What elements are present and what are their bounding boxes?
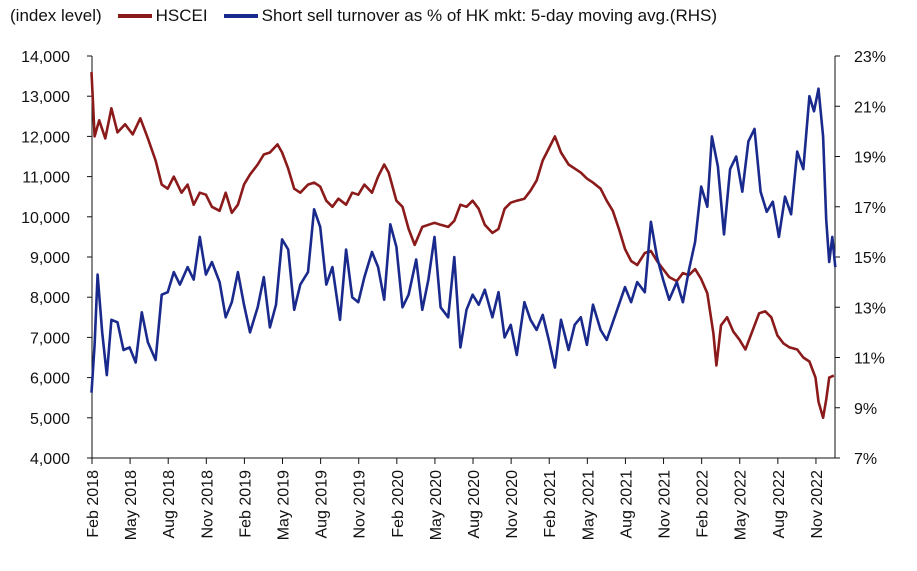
left-tick-label: 6,000 <box>30 371 70 388</box>
legend-item-short-sell: Short sell turnover as % of HK mkt: 5-da… <box>223 6 718 26</box>
x-tick-label: Feb 2020 <box>390 470 407 538</box>
x-tick-label: Feb 2018 <box>85 470 102 538</box>
x-tick-label: May 2019 <box>276 470 293 540</box>
x-tick-label: May 2022 <box>733 470 750 540</box>
chart-series <box>90 72 837 420</box>
left-axis-label-text: (index level) <box>10 6 102 25</box>
left-tick-label: 14,000 <box>21 49 70 66</box>
series-line-short-sell <box>90 87 837 393</box>
legend-swatch-short-sell <box>223 14 258 18</box>
x-tick-label: Nov 2019 <box>352 470 369 539</box>
legend-label-short-sell: Short sell turnover as % of HK mkt: 5-da… <box>261 6 718 25</box>
x-tick-label: Aug 2020 <box>466 470 483 539</box>
left-axis-label: (index level) <box>10 6 102 26</box>
left-tick-label: 11,000 <box>22 170 70 187</box>
right-tick-label: 11% <box>854 351 885 368</box>
x-tick-label: Aug 2021 <box>618 470 635 539</box>
left-tick-label: 5,000 <box>30 411 70 428</box>
left-tick-label: 7,000 <box>30 330 70 347</box>
right-tick-label: 7% <box>854 451 877 468</box>
chart-legend: (index level) HSCEI Short sell turnover … <box>10 4 733 28</box>
x-tick-label: May 2020 <box>428 470 445 540</box>
x-tick-label: Aug 2022 <box>771 470 788 539</box>
legend-swatch-hscei <box>117 14 152 18</box>
right-tick-label: 17% <box>854 200 886 217</box>
chart-axes: 4,000 5,000 6,000 7,000 8,000 9,000 10,000 11,0… <box>21 49 886 540</box>
right-tick-label: 9% <box>854 401 877 418</box>
x-tick-label: Nov 2018 <box>199 470 216 539</box>
left-tick-label: 4,000 <box>30 451 70 468</box>
x-tick-label: Nov 2022 <box>809 470 826 539</box>
right-tick-label: 21% <box>854 99 886 116</box>
x-tick-label: Aug 2019 <box>314 470 331 539</box>
legend-label-hscei: HSCEI <box>155 6 208 25</box>
left-tick-label: 12,000 <box>21 129 70 146</box>
left-tick-label: 9,000 <box>30 250 70 267</box>
x-tick-label: Nov 2020 <box>504 470 521 539</box>
x-tick-label: Aug 2018 <box>161 470 178 539</box>
right-tick-label: 19% <box>854 150 886 167</box>
right-tick-label: 15% <box>854 250 886 267</box>
left-tick-label: 8,000 <box>30 290 70 307</box>
left-tick-label: 10,000 <box>21 210 70 227</box>
right-tick-label: 13% <box>854 300 886 317</box>
left-tick-label: 13,000 <box>21 89 70 106</box>
x-tick-label: Feb 2019 <box>237 470 254 538</box>
x-tick-label: Nov 2021 <box>657 470 674 539</box>
x-tick-label: Feb 2021 <box>542 470 559 538</box>
right-tick-label: 23% <box>854 49 886 66</box>
series-line-hscei <box>90 72 835 420</box>
x-tick-label: Feb 2022 <box>695 470 712 538</box>
x-tick-label: May 2018 <box>123 470 140 540</box>
x-tick-label: May 2021 <box>580 470 597 540</box>
legend-item-hscei: HSCEI <box>117 6 208 26</box>
